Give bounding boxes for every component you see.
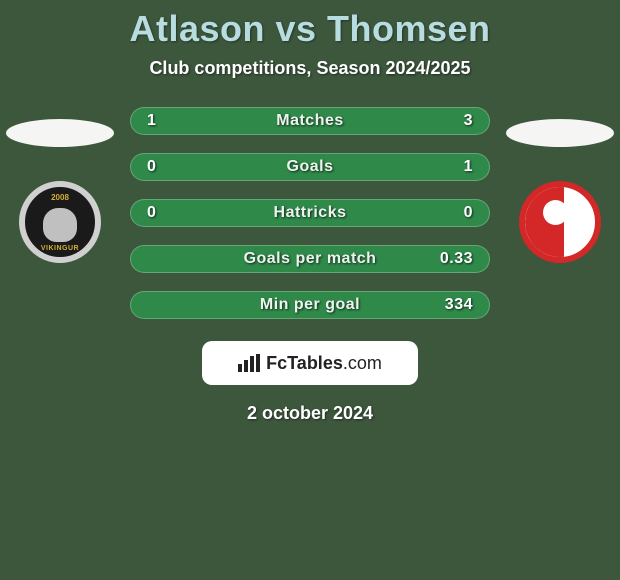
logo-text: VIKINGUR — [41, 245, 79, 252]
stat-right-value: 0.33 — [413, 250, 473, 268]
logo-year: 2008 — [51, 193, 69, 202]
stat-left-value: 0 — [147, 158, 207, 176]
player-avatar-placeholder — [6, 119, 114, 147]
comparison-row: 2008 VIKINGUR 1 Matches 3 0 Goals 1 0 Ha… — [0, 107, 620, 319]
comparison-card: Atlason vs Thomsen Club competitions, Se… — [0, 0, 620, 424]
stat-row-goals: 0 Goals 1 — [130, 153, 490, 181]
left-club-logo: 2008 VIKINGUR — [11, 181, 109, 263]
viking-head-icon — [43, 208, 77, 242]
logo-white-dot — [543, 200, 568, 225]
bar-chart-icon — [238, 354, 260, 372]
brand-watermark: FcTables.com — [202, 341, 418, 385]
stat-right-value: 1 — [413, 158, 473, 176]
vikingur-logo-icon: 2008 VIKINGUR — [19, 181, 101, 263]
right-player-column — [500, 107, 620, 263]
stat-row-hattricks: 0 Hattricks 0 — [130, 199, 490, 227]
page-title: Atlason vs Thomsen — [0, 8, 620, 50]
stat-row-goals-per-match: Goals per match 0.33 — [130, 245, 490, 273]
stat-label: Matches — [276, 112, 344, 130]
stat-label: Goals per match — [244, 250, 377, 268]
stats-column: 1 Matches 3 0 Goals 1 0 Hattricks 0 Goal… — [120, 107, 500, 319]
stat-label: Min per goal — [260, 296, 360, 314]
page-subtitle: Club competitions, Season 2024/2025 — [0, 58, 620, 79]
stat-right-value: 334 — [413, 296, 473, 314]
brand-text: FcTables.com — [266, 353, 382, 374]
left-player-column: 2008 VIKINGUR — [0, 107, 120, 263]
stat-right-value: 3 — [413, 112, 473, 130]
stat-right-value: 0 — [413, 204, 473, 222]
date-label: 2 october 2024 — [0, 403, 620, 424]
right-club-logo — [511, 181, 609, 263]
stat-left-value: 0 — [147, 204, 207, 222]
red-circle-logo-icon — [519, 181, 601, 263]
player-avatar-placeholder — [506, 119, 614, 147]
brand-domain: .com — [343, 353, 382, 373]
stat-left-value: 1 — [147, 112, 207, 130]
stat-row-matches: 1 Matches 3 — [130, 107, 490, 135]
brand-name: FcTables — [266, 353, 343, 373]
stat-label: Goals — [287, 158, 334, 176]
stat-row-min-per-goal: Min per goal 334 — [130, 291, 490, 319]
stat-label: Hattricks — [274, 204, 347, 222]
